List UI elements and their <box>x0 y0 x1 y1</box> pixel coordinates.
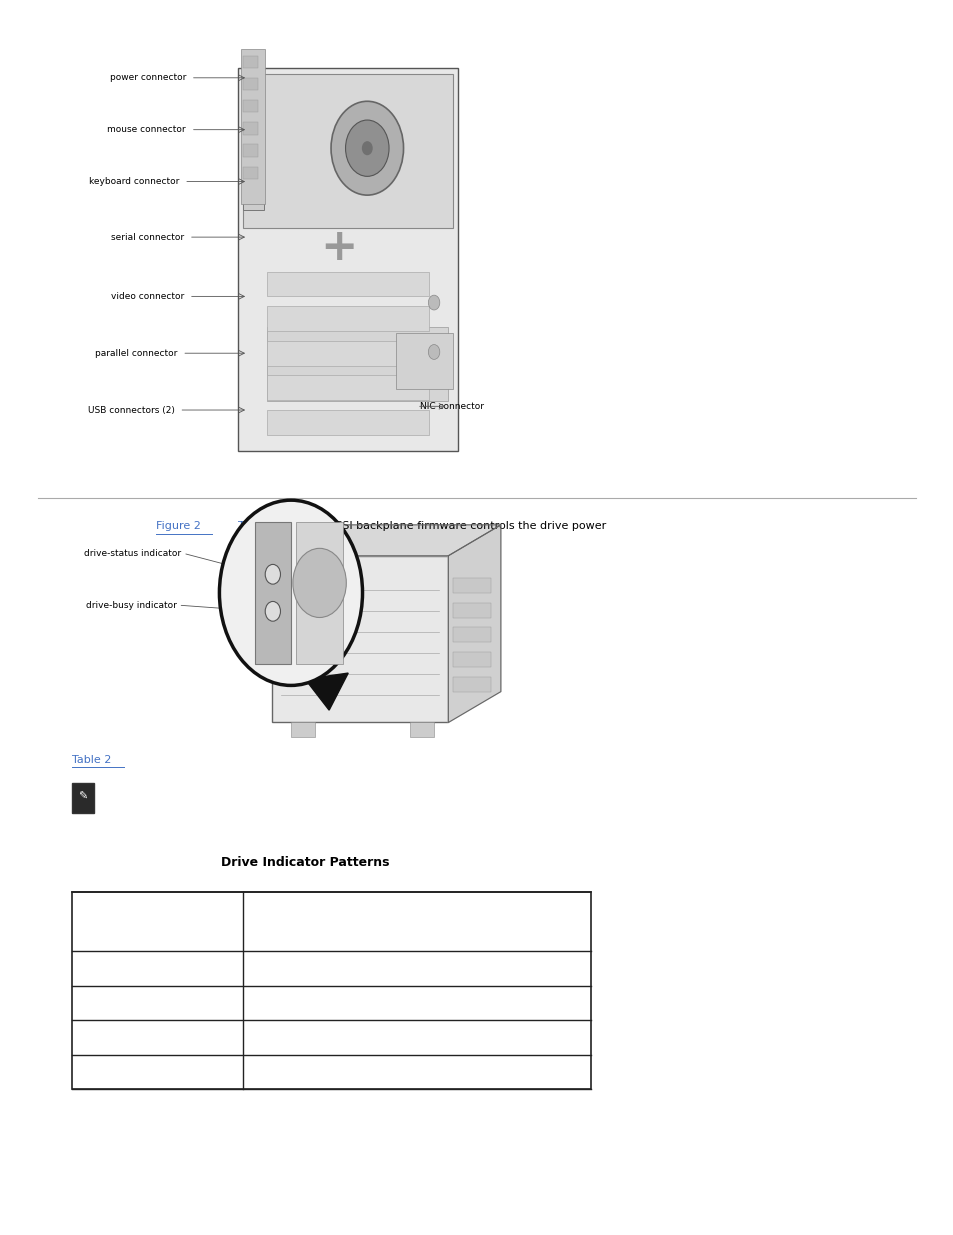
FancyBboxPatch shape <box>267 410 429 435</box>
Polygon shape <box>305 673 348 710</box>
Circle shape <box>345 120 389 177</box>
FancyBboxPatch shape <box>295 522 343 664</box>
Circle shape <box>265 564 280 584</box>
FancyBboxPatch shape <box>71 892 591 1089</box>
FancyBboxPatch shape <box>453 627 491 642</box>
Circle shape <box>428 345 439 359</box>
Text: +: + <box>319 226 357 268</box>
FancyBboxPatch shape <box>453 677 491 692</box>
FancyBboxPatch shape <box>243 122 257 135</box>
Text: drive-busy indicator: drive-busy indicator <box>86 600 176 610</box>
FancyBboxPatch shape <box>291 722 314 737</box>
Text: drive-status indicator: drive-status indicator <box>84 548 181 558</box>
FancyBboxPatch shape <box>267 327 448 401</box>
Text: mouse connector: mouse connector <box>108 125 186 135</box>
FancyBboxPatch shape <box>238 68 457 451</box>
Circle shape <box>361 141 373 156</box>
Text: Drive Indicator Patterns: Drive Indicator Patterns <box>221 856 389 868</box>
FancyBboxPatch shape <box>267 341 429 366</box>
Text: keyboard connector: keyboard connector <box>89 177 179 186</box>
Circle shape <box>265 601 280 621</box>
FancyBboxPatch shape <box>243 74 453 228</box>
FancyBboxPatch shape <box>243 188 264 210</box>
Circle shape <box>293 548 346 618</box>
FancyBboxPatch shape <box>267 306 429 331</box>
FancyBboxPatch shape <box>395 333 453 389</box>
FancyBboxPatch shape <box>453 603 491 618</box>
FancyBboxPatch shape <box>453 578 491 593</box>
Text: parallel connector: parallel connector <box>95 348 177 358</box>
Circle shape <box>428 295 439 310</box>
FancyBboxPatch shape <box>243 167 257 179</box>
FancyBboxPatch shape <box>410 722 434 737</box>
FancyBboxPatch shape <box>243 144 257 157</box>
FancyBboxPatch shape <box>243 78 257 90</box>
Polygon shape <box>272 525 500 556</box>
Text: NIC connector: NIC connector <box>419 401 483 411</box>
Text: Table 2: Table 2 <box>238 521 277 531</box>
FancyBboxPatch shape <box>243 100 257 112</box>
Text: video connector: video connector <box>111 291 184 301</box>
Text: . The SCSI backplane firmware controls the drive power: . The SCSI backplane firmware controls t… <box>295 521 605 531</box>
Polygon shape <box>448 525 500 722</box>
Text: ✎: ✎ <box>78 792 88 802</box>
FancyBboxPatch shape <box>243 56 257 68</box>
Text: Table 2: Table 2 <box>71 755 118 764</box>
Circle shape <box>219 500 362 685</box>
FancyBboxPatch shape <box>267 272 429 296</box>
FancyBboxPatch shape <box>272 556 448 722</box>
Text: power connector: power connector <box>110 73 186 83</box>
Text: serial connector: serial connector <box>111 232 184 242</box>
FancyBboxPatch shape <box>71 783 94 813</box>
FancyBboxPatch shape <box>241 49 265 204</box>
Circle shape <box>331 101 403 195</box>
FancyBboxPatch shape <box>254 522 291 664</box>
Text: Figure 2: Figure 2 <box>155 521 200 531</box>
FancyBboxPatch shape <box>267 375 429 400</box>
Text: USB connectors (2): USB connectors (2) <box>88 405 174 415</box>
FancyBboxPatch shape <box>453 652 491 667</box>
